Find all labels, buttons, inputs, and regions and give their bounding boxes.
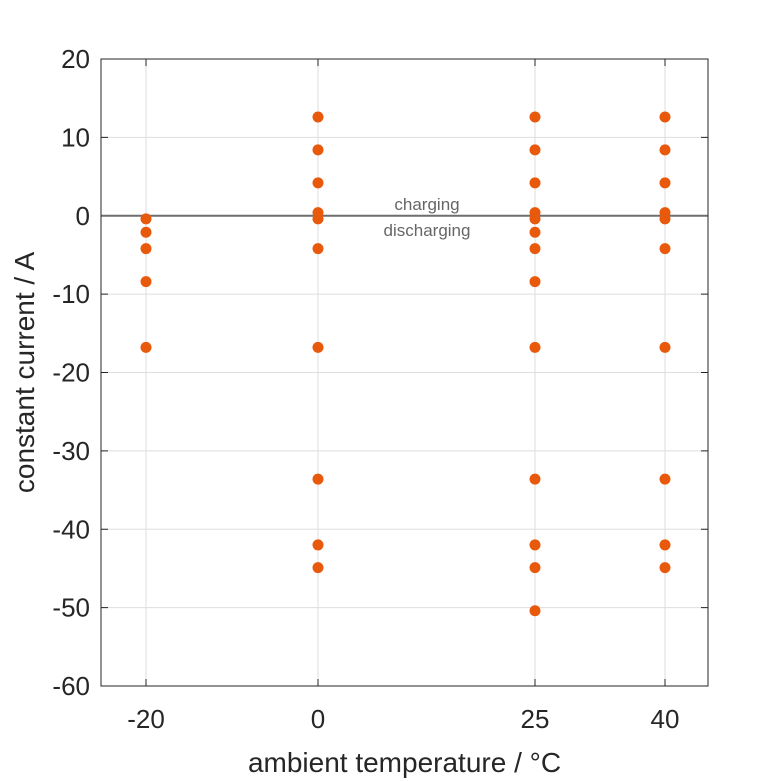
data-point [529,177,541,189]
data-point [659,539,671,551]
data-point [529,213,541,225]
data-point [312,562,324,574]
grid-lines [101,58,708,687]
y-tick-label: -50 [52,593,90,623]
y-tick-label: 20 [61,44,90,74]
data-points [140,111,671,617]
x-tick-label: 40 [651,704,680,734]
data-point [529,144,541,156]
data-point [529,539,541,551]
y-tick-labels: 20 10 0 -10 -20 -30 -40 -50 -60 [52,44,90,701]
data-point [312,177,324,189]
data-point [659,473,671,485]
data-point [529,276,541,288]
y-tick-label: -20 [52,358,90,388]
data-point [140,276,152,288]
data-point [140,341,152,353]
y-tick-label: -30 [52,436,90,466]
x-tick-label: -20 [127,704,165,734]
data-point [140,243,152,255]
y-tick-label: -40 [52,514,90,544]
data-point [312,539,324,551]
data-point [529,226,541,238]
data-point [529,562,541,574]
data-point [312,213,324,225]
data-point [659,341,671,353]
y-tick-label: 10 [61,122,90,152]
data-point [312,473,324,485]
data-point [659,562,671,574]
data-point [312,341,324,353]
data-point [529,111,541,123]
x-axis-label: ambient temperature / °C [248,747,561,778]
data-point [529,243,541,255]
y-tick-label: -10 [52,279,90,309]
y-tick-label: 0 [76,201,90,231]
data-point [659,144,671,156]
data-point [140,213,152,225]
x-tick-label: 0 [311,704,325,734]
annotation-discharging: discharging [384,221,471,240]
data-point [659,177,671,189]
data-point [659,243,671,255]
data-point [529,605,541,617]
data-point [529,341,541,353]
x-tick-label: 25 [521,704,550,734]
data-point [659,111,671,123]
annotation-charging: charging [394,195,459,214]
data-point [659,213,671,225]
x-tick-labels: -20 0 25 40 [127,704,679,734]
data-point [312,111,324,123]
data-point [312,144,324,156]
plot-frame [100,58,709,687]
data-point [140,226,152,238]
data-point [312,243,324,255]
data-point [529,473,541,485]
y-axis-label: constant current / A [9,252,40,494]
y-tick-label: -60 [52,671,90,701]
